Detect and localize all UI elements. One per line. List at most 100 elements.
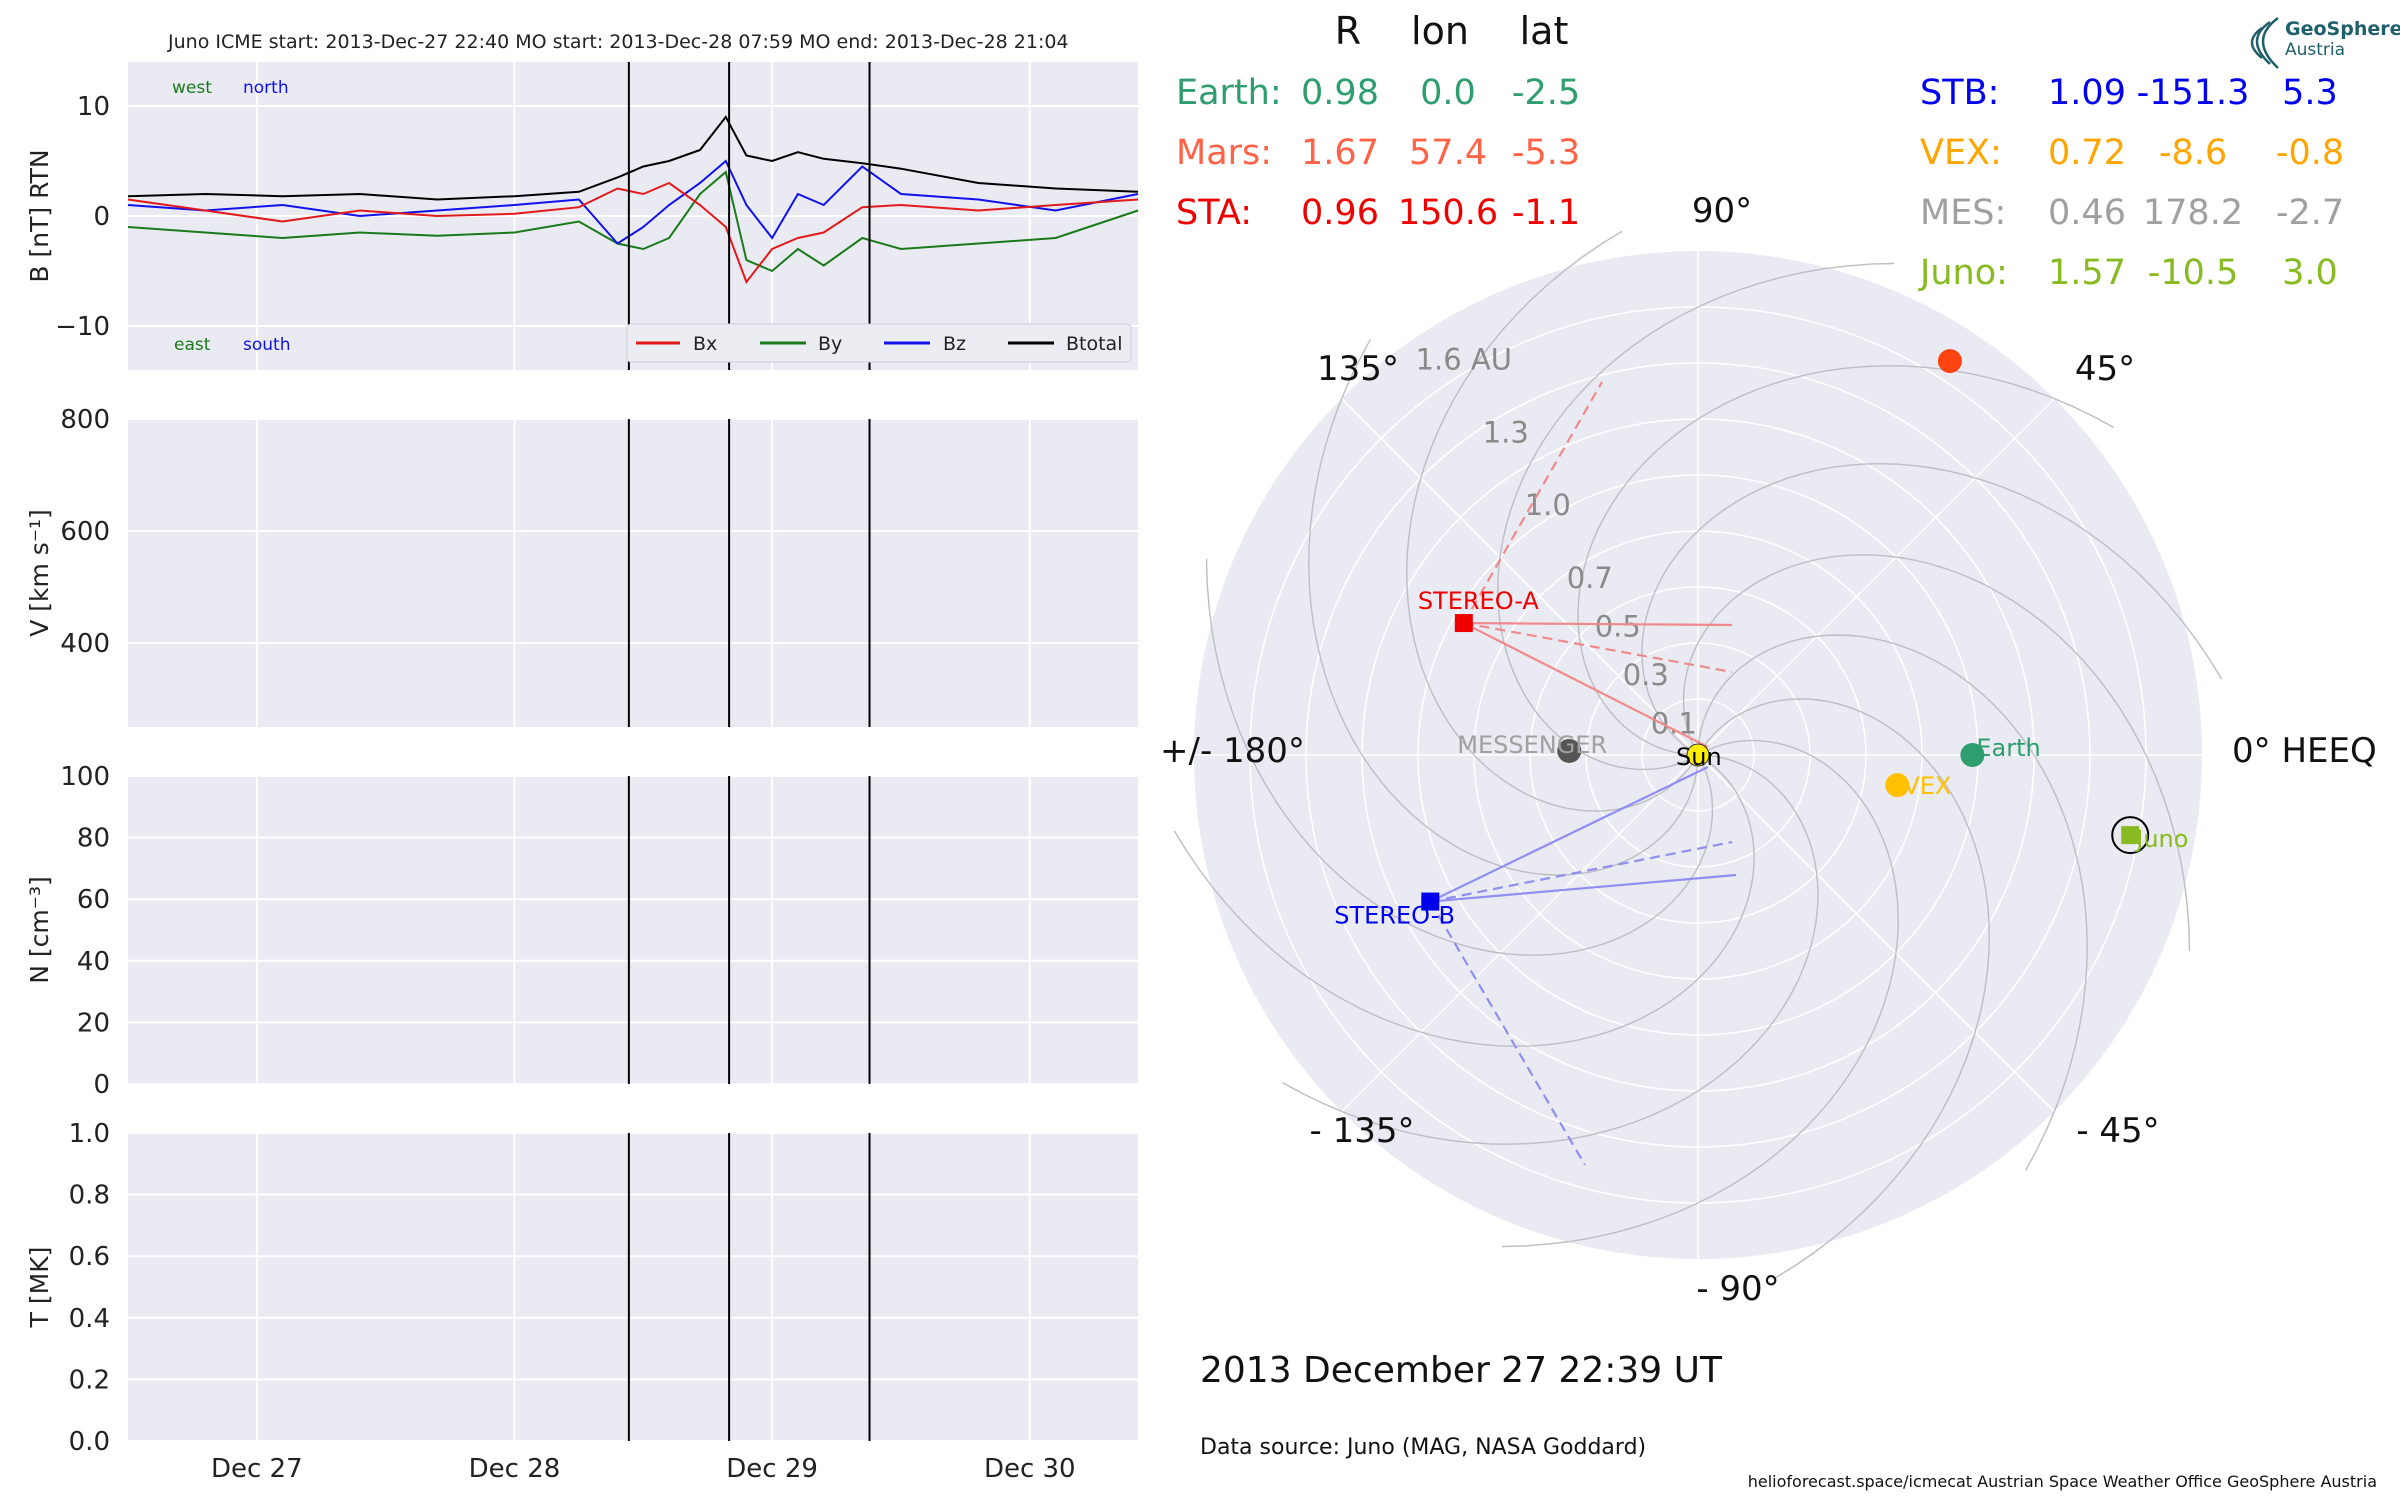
- data-source: Data source: Juno (MAG, NASA Goddard): [1200, 1435, 1646, 1460]
- body-label: MESSENGER: [1457, 731, 1607, 759]
- parker-spirals: [1173, 230, 2223, 1280]
- body-marker: [1686, 743, 1710, 767]
- radial-label: 0.1: [1651, 706, 1697, 740]
- table-right-name: VEX:: [1920, 133, 2002, 173]
- label-east: east: [174, 335, 211, 355]
- x-tick-label: Dec 30: [984, 1454, 1076, 1484]
- bodies: Sun Earth STEREO-A STEREO-B VEX MESSENGER Juno: [1334, 349, 2188, 930]
- body-marker: [1421, 892, 1440, 911]
- legend-bx: Bx: [693, 333, 717, 355]
- table-right-r: 1.09: [2048, 73, 2126, 113]
- table-right-lon: -151.3: [2137, 73, 2250, 113]
- x-tick-label: Dec 29: [726, 1454, 818, 1484]
- table-left-r: 0.96: [1301, 193, 1379, 233]
- spiral-line: [1697, 634, 2088, 1171]
- body-label: VEX: [1903, 772, 1951, 800]
- x-tick-labels: Dec 27 Dec 28 Dec 29 Dec 30: [211, 1454, 1076, 1484]
- radial-label: 1.6 AU: [1416, 343, 1512, 377]
- body-marker: [1937, 349, 1962, 374]
- label-south: south: [243, 335, 290, 355]
- panel-temperature: [128, 1133, 1138, 1441]
- table-right-lat: 5.3: [2282, 73, 2338, 113]
- table-header-r: R: [1335, 9, 1361, 53]
- timestamp: 2013 December 27 22:39 UT: [1200, 1350, 1723, 1391]
- angle-label: +/- 180°: [1160, 731, 1305, 771]
- y-tick-label: 0: [93, 202, 110, 232]
- ylabel-density: N [cm⁻³]: [25, 876, 54, 983]
- body-marker: [2121, 826, 2140, 845]
- legend-bz: Bz: [943, 333, 966, 355]
- x-tick-label: Dec 27: [211, 1454, 303, 1484]
- table-right-lon: -8.6: [2159, 133, 2227, 173]
- position-table-right: STB: 1.09 -151.3 5.3 VEX: 0.72 -8.6 -0.8 MES: 0.4…: [1918, 73, 2344, 293]
- table-left-lon: 57.4: [1409, 133, 1487, 173]
- series-line-btotal: [127, 115, 1139, 201]
- table-left-name: Mars:: [1176, 133, 1272, 173]
- panel-density: [128, 776, 1138, 1084]
- spiral-line: [1697, 698, 1991, 1280]
- body-marker: [1885, 773, 1910, 798]
- table-right-lat: 3.0: [2282, 253, 2338, 293]
- spiral-line: [1641, 462, 2223, 756]
- legend: Bx By Bz Btotal: [626, 323, 1132, 363]
- y-tick-label: 100: [60, 762, 110, 792]
- body-label: Earth: [1976, 734, 2040, 762]
- table-left-r: 0.98: [1301, 73, 1379, 113]
- polar-spoke: [1341, 398, 1699, 756]
- juno-highlight-ring: [2111, 816, 2150, 855]
- angle-label: 45°: [2075, 349, 2135, 389]
- angle-label: - 45°: [2076, 1111, 2159, 1151]
- fov-line: [1429, 766, 1709, 903]
- polar-plot: 0.10.30.50.71.01.31.6 AU 90°45°0° HEEQ- …: [1160, 191, 2377, 1309]
- time-series-panels: 100−108006004001008060402001.00.80.60.40…: [55, 62, 1139, 1484]
- spacecraft-fov-lines: [1429, 381, 1737, 1166]
- angle-labels: 90° 45° 0° HEEQ - 45° - 90° - 135° +/- 180° 135…: [1160, 191, 2377, 1309]
- event-lines: [627, 62, 871, 1441]
- panel-velocity: [128, 419, 1138, 727]
- figure-title: Juno ICME start: 2013-Dec-27 22:40 MO st…: [167, 31, 1069, 53]
- logo-line2: Austria: [2285, 40, 2345, 60]
- legend-by: By: [818, 333, 842, 355]
- table-left-lat: -5.3: [1512, 133, 1580, 173]
- y-tick-labels: 100−108006004001008060402001.00.80.60.40…: [55, 92, 110, 1457]
- fov-line: [1463, 622, 1709, 748]
- radial-label: 0.3: [1623, 658, 1669, 692]
- table-right-lon: 178.2: [2143, 193, 2243, 233]
- angle-label: 135°: [1317, 349, 1399, 389]
- spiral-line: [1682, 554, 2191, 952]
- label-west: west: [172, 78, 212, 98]
- y-tick-label: −10: [55, 312, 110, 342]
- table-right-lon: -10.5: [2148, 253, 2239, 293]
- table-left-lon: 0.0: [1420, 73, 1476, 113]
- legend-btotal: Btotal: [1066, 333, 1122, 355]
- polar-spoke: [1341, 754, 1699, 1112]
- angle-label: - 90°: [1696, 1269, 1779, 1309]
- y-tick-label: 1.0: [69, 1119, 110, 1149]
- table-right-lat: -2.7: [2276, 193, 2344, 233]
- body-marker: [1454, 614, 1473, 633]
- body-marker: [1960, 743, 1985, 767]
- ylabel-magnetic-field: B [nT] RTN: [25, 149, 54, 282]
- polar-spoke: [1697, 754, 2055, 1112]
- radial-label: 0.7: [1567, 561, 1613, 595]
- logo-line1: GeoSphere: [2285, 18, 2400, 40]
- panel-grids: [128, 62, 1138, 1442]
- footer: helioforecast.space/icmecat Austrian Spa…: [1748, 1472, 2377, 1491]
- body-label: STEREO-B: [1334, 902, 1455, 930]
- spiral-line: [1501, 739, 1899, 1248]
- spiral-line: [1497, 262, 1895, 771]
- polar-spoke: [1697, 398, 2055, 756]
- angle-label: - 135°: [1310, 1111, 1415, 1151]
- table-header-lat: lat: [1520, 9, 1569, 53]
- spiral-line: [1308, 339, 1699, 876]
- y-tick-label: 40: [77, 947, 110, 977]
- y-tick-label: 0: [93, 1070, 110, 1100]
- field-series: [127, 115, 1139, 285]
- y-tick-label: 20: [77, 1008, 110, 1038]
- fov-line: [1462, 381, 1603, 624]
- ylabel-velocity: V [km s⁻¹]: [25, 509, 54, 637]
- y-tick-label: 0.2: [69, 1365, 110, 1395]
- spiral-line: [1205, 558, 1714, 956]
- series-line-bz: [127, 159, 1139, 245]
- body-marker: [1557, 738, 1582, 763]
